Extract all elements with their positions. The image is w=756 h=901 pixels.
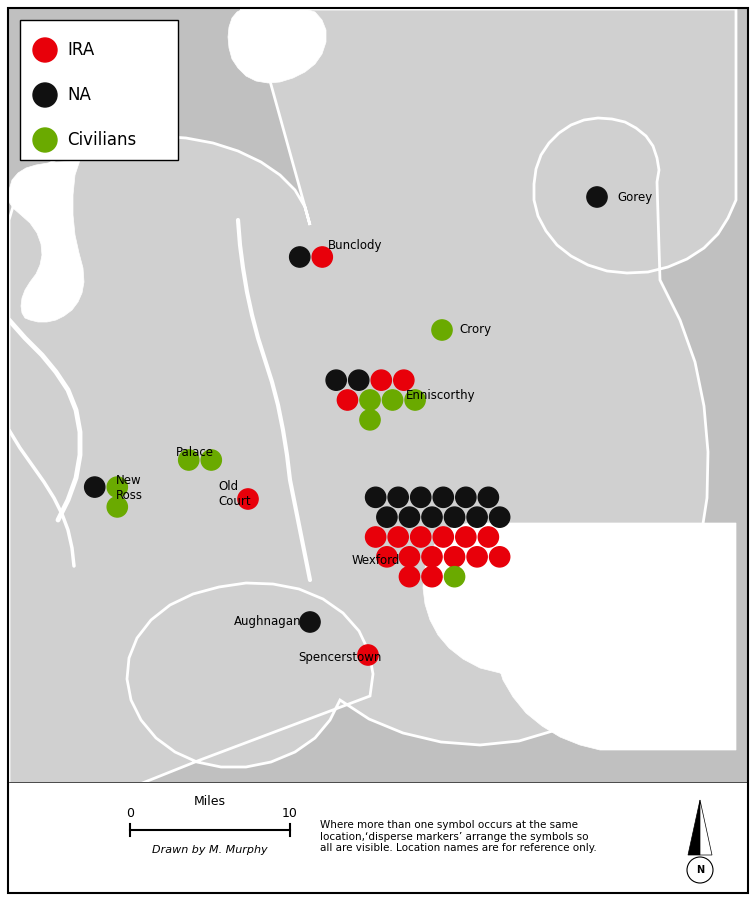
Polygon shape bbox=[9, 852, 736, 900]
Circle shape bbox=[687, 857, 713, 883]
Text: Miles: Miles bbox=[194, 795, 226, 808]
Circle shape bbox=[360, 390, 380, 410]
Circle shape bbox=[422, 567, 442, 587]
Circle shape bbox=[456, 487, 476, 507]
Text: Old
Court: Old Court bbox=[218, 480, 251, 508]
Text: Wexford: Wexford bbox=[352, 553, 401, 567]
Circle shape bbox=[479, 487, 498, 507]
Circle shape bbox=[405, 390, 425, 410]
Circle shape bbox=[422, 547, 442, 567]
Circle shape bbox=[33, 83, 57, 107]
Circle shape bbox=[433, 487, 454, 507]
Polygon shape bbox=[688, 800, 700, 855]
Circle shape bbox=[399, 507, 420, 527]
Polygon shape bbox=[700, 800, 712, 855]
Circle shape bbox=[312, 247, 333, 267]
Circle shape bbox=[467, 507, 487, 527]
Circle shape bbox=[411, 527, 431, 547]
Text: Bunclody: Bunclody bbox=[328, 239, 383, 251]
Circle shape bbox=[388, 487, 408, 507]
Circle shape bbox=[290, 247, 310, 267]
Circle shape bbox=[587, 187, 607, 207]
Text: N: N bbox=[696, 865, 704, 875]
Text: Aughnagan: Aughnagan bbox=[234, 615, 302, 629]
Circle shape bbox=[456, 527, 476, 547]
Circle shape bbox=[326, 370, 346, 390]
Polygon shape bbox=[228, 9, 326, 83]
Circle shape bbox=[349, 370, 369, 390]
Text: Gorey: Gorey bbox=[617, 190, 652, 204]
Text: Civilians: Civilians bbox=[67, 131, 136, 149]
Circle shape bbox=[422, 507, 442, 527]
Circle shape bbox=[479, 527, 498, 547]
Circle shape bbox=[85, 477, 105, 497]
Circle shape bbox=[399, 567, 420, 587]
Text: Palace: Palace bbox=[176, 447, 214, 460]
Circle shape bbox=[445, 567, 465, 587]
Circle shape bbox=[371, 370, 392, 390]
Circle shape bbox=[238, 489, 258, 509]
Text: Spencerstown: Spencerstown bbox=[298, 651, 381, 665]
Polygon shape bbox=[9, 160, 84, 322]
Circle shape bbox=[365, 527, 386, 547]
Text: 0: 0 bbox=[126, 807, 134, 820]
Circle shape bbox=[376, 507, 397, 527]
Circle shape bbox=[33, 38, 57, 62]
Text: Drawn by M. Murphy: Drawn by M. Murphy bbox=[152, 845, 268, 855]
Text: Enniscorthy: Enniscorthy bbox=[406, 388, 476, 402]
Circle shape bbox=[107, 477, 128, 497]
Circle shape bbox=[388, 527, 408, 547]
Circle shape bbox=[376, 547, 397, 567]
Circle shape bbox=[399, 547, 420, 567]
Circle shape bbox=[383, 390, 403, 410]
Circle shape bbox=[300, 612, 320, 633]
Circle shape bbox=[432, 320, 452, 340]
Circle shape bbox=[107, 496, 128, 517]
Circle shape bbox=[360, 410, 380, 430]
Circle shape bbox=[201, 450, 222, 470]
Circle shape bbox=[411, 487, 431, 507]
Circle shape bbox=[178, 450, 199, 470]
Circle shape bbox=[490, 507, 510, 527]
Text: Crory: Crory bbox=[459, 323, 491, 336]
Circle shape bbox=[365, 487, 386, 507]
Circle shape bbox=[33, 128, 57, 152]
Text: 10: 10 bbox=[282, 807, 298, 820]
Circle shape bbox=[467, 547, 487, 567]
Text: New
Ross: New Ross bbox=[116, 474, 143, 502]
Circle shape bbox=[433, 527, 454, 547]
Circle shape bbox=[445, 507, 465, 527]
Circle shape bbox=[394, 370, 414, 390]
Circle shape bbox=[490, 547, 510, 567]
Text: Where more than one symbol occurs at the same
location,‘disperse markers’ arrang: Where more than one symbol occurs at the… bbox=[320, 820, 596, 853]
Text: IRA: IRA bbox=[67, 41, 94, 59]
Bar bbox=[20, 20, 178, 160]
Text: NA: NA bbox=[67, 86, 91, 104]
Bar bbox=[9, 782, 748, 892]
Polygon shape bbox=[9, 9, 736, 850]
Polygon shape bbox=[423, 523, 736, 750]
Circle shape bbox=[337, 390, 358, 410]
Circle shape bbox=[445, 547, 465, 567]
Circle shape bbox=[358, 645, 378, 665]
